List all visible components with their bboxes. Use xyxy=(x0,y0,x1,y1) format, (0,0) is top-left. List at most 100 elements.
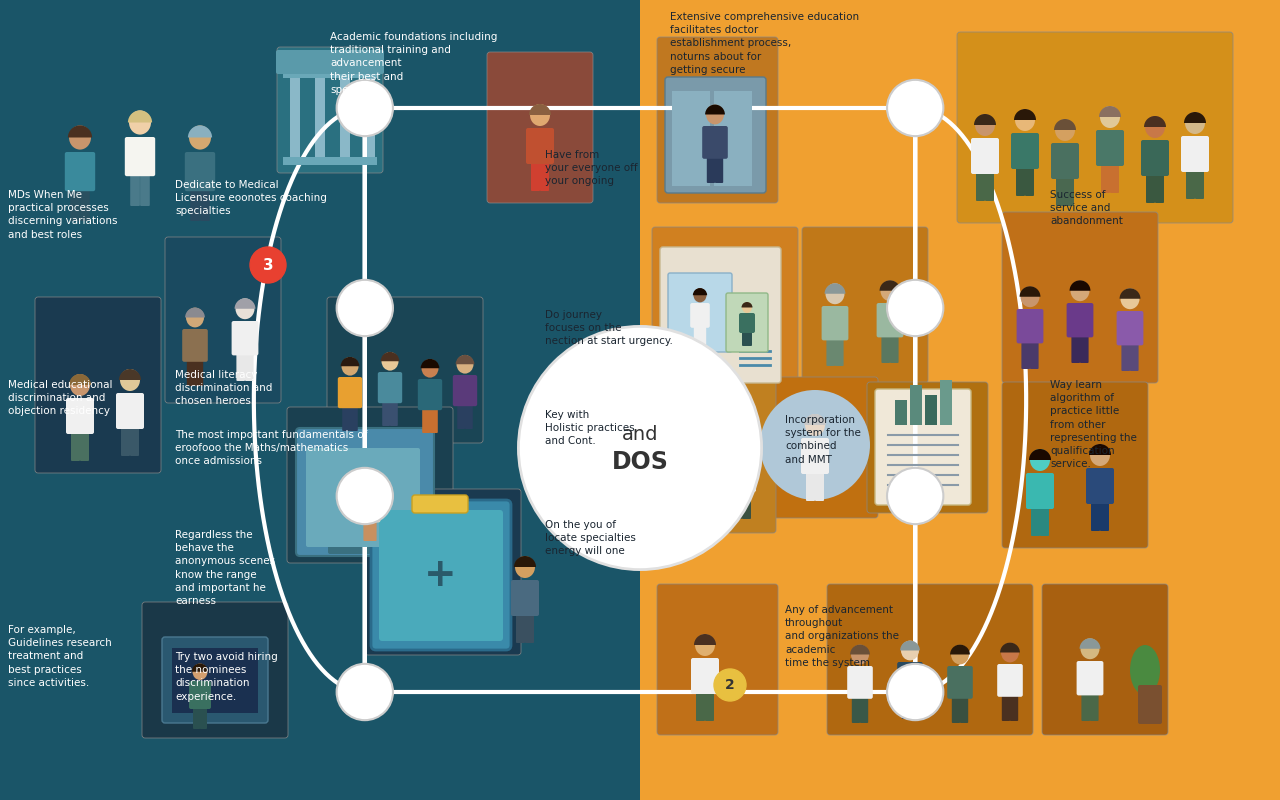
Ellipse shape xyxy=(70,374,90,396)
FancyBboxPatch shape xyxy=(1011,133,1039,169)
Ellipse shape xyxy=(69,126,91,150)
Ellipse shape xyxy=(236,298,255,319)
FancyBboxPatch shape xyxy=(882,334,890,363)
Wedge shape xyxy=(1089,444,1111,455)
FancyBboxPatch shape xyxy=(417,379,442,410)
FancyBboxPatch shape xyxy=(430,407,438,433)
FancyBboxPatch shape xyxy=(116,393,143,429)
Text: Medical educational
discrimination and
objection residency: Medical educational discrimination and o… xyxy=(8,380,113,416)
FancyBboxPatch shape xyxy=(867,382,988,513)
FancyBboxPatch shape xyxy=(700,325,707,345)
Wedge shape xyxy=(1079,638,1101,649)
FancyBboxPatch shape xyxy=(131,426,140,456)
FancyBboxPatch shape xyxy=(977,171,986,201)
FancyBboxPatch shape xyxy=(728,456,756,492)
Ellipse shape xyxy=(186,308,204,327)
Ellipse shape xyxy=(192,663,207,680)
Ellipse shape xyxy=(975,114,995,136)
Wedge shape xyxy=(362,480,378,487)
Ellipse shape xyxy=(1020,286,1039,307)
Ellipse shape xyxy=(1185,112,1204,134)
FancyBboxPatch shape xyxy=(371,500,511,650)
FancyBboxPatch shape xyxy=(960,696,968,723)
FancyBboxPatch shape xyxy=(1101,163,1110,193)
FancyBboxPatch shape xyxy=(287,407,453,563)
Ellipse shape xyxy=(1120,288,1139,309)
Ellipse shape xyxy=(695,634,716,656)
Ellipse shape xyxy=(1146,116,1165,138)
FancyBboxPatch shape xyxy=(200,188,210,221)
Wedge shape xyxy=(900,641,920,650)
FancyBboxPatch shape xyxy=(806,471,815,501)
FancyBboxPatch shape xyxy=(692,493,701,523)
FancyBboxPatch shape xyxy=(70,188,79,221)
Text: On the you of
locate specialties
energy will one: On the you of locate specialties energy … xyxy=(545,520,636,557)
FancyBboxPatch shape xyxy=(342,405,351,431)
FancyBboxPatch shape xyxy=(714,91,753,186)
FancyBboxPatch shape xyxy=(925,395,937,425)
Text: Incorporation
system for the
combined
and MMT: Incorporation system for the combined an… xyxy=(785,415,861,465)
FancyBboxPatch shape xyxy=(1091,692,1098,721)
FancyBboxPatch shape xyxy=(716,156,723,183)
FancyBboxPatch shape xyxy=(200,706,207,729)
Text: Have from
your everyone off
your ongoing: Have from your everyone off your ongoing xyxy=(545,150,637,186)
FancyBboxPatch shape xyxy=(742,330,748,346)
FancyBboxPatch shape xyxy=(1116,311,1143,346)
FancyBboxPatch shape xyxy=(940,380,952,425)
FancyBboxPatch shape xyxy=(189,681,211,709)
Text: Way learn
algorithm of
practice little
from other
representing the
qualification: Way learn algorithm of practice little f… xyxy=(1050,380,1137,469)
FancyBboxPatch shape xyxy=(349,405,358,431)
Wedge shape xyxy=(1014,109,1036,120)
FancyBboxPatch shape xyxy=(422,407,430,433)
FancyBboxPatch shape xyxy=(1002,694,1010,721)
FancyBboxPatch shape xyxy=(703,126,728,158)
FancyBboxPatch shape xyxy=(655,367,776,533)
FancyBboxPatch shape xyxy=(79,431,90,461)
FancyBboxPatch shape xyxy=(860,696,868,723)
FancyBboxPatch shape xyxy=(283,70,378,78)
FancyBboxPatch shape xyxy=(1030,341,1038,369)
FancyBboxPatch shape xyxy=(947,666,973,699)
FancyBboxPatch shape xyxy=(122,426,131,456)
FancyBboxPatch shape xyxy=(657,584,778,735)
FancyBboxPatch shape xyxy=(1056,176,1065,206)
FancyBboxPatch shape xyxy=(672,91,710,186)
Ellipse shape xyxy=(1100,106,1120,128)
Ellipse shape xyxy=(1080,638,1100,659)
Ellipse shape xyxy=(951,645,969,664)
Text: Do journey
focuses on the
nection at start urgency.: Do journey focuses on the nection at sta… xyxy=(545,310,673,346)
FancyBboxPatch shape xyxy=(801,438,829,474)
Text: and: and xyxy=(622,425,658,443)
FancyBboxPatch shape xyxy=(910,385,922,425)
Circle shape xyxy=(518,326,762,570)
FancyBboxPatch shape xyxy=(668,273,732,352)
FancyBboxPatch shape xyxy=(822,306,849,341)
Wedge shape xyxy=(456,355,475,364)
FancyBboxPatch shape xyxy=(1121,342,1130,371)
FancyBboxPatch shape xyxy=(237,352,244,381)
FancyBboxPatch shape xyxy=(684,493,692,523)
FancyBboxPatch shape xyxy=(1016,309,1043,343)
Wedge shape xyxy=(188,126,212,138)
Ellipse shape xyxy=(805,414,826,436)
FancyBboxPatch shape xyxy=(326,297,483,443)
Ellipse shape xyxy=(1015,109,1036,131)
FancyBboxPatch shape xyxy=(1181,136,1210,172)
Ellipse shape xyxy=(1091,444,1110,466)
Circle shape xyxy=(760,390,870,500)
FancyBboxPatch shape xyxy=(1039,506,1050,536)
FancyBboxPatch shape xyxy=(1138,685,1162,724)
Wedge shape xyxy=(850,645,870,654)
FancyBboxPatch shape xyxy=(1027,473,1053,509)
FancyBboxPatch shape xyxy=(378,372,402,403)
Ellipse shape xyxy=(1070,280,1089,301)
FancyBboxPatch shape xyxy=(696,691,705,721)
FancyBboxPatch shape xyxy=(851,696,860,723)
Wedge shape xyxy=(1100,106,1121,117)
Text: Regardless the
behave the
anonymous scenes
know the range
and important he
earne: Regardless the behave the anonymous scen… xyxy=(175,530,275,606)
FancyBboxPatch shape xyxy=(952,696,960,723)
FancyBboxPatch shape xyxy=(897,662,923,694)
FancyBboxPatch shape xyxy=(666,77,765,193)
FancyBboxPatch shape xyxy=(364,519,370,541)
Ellipse shape xyxy=(851,645,869,664)
